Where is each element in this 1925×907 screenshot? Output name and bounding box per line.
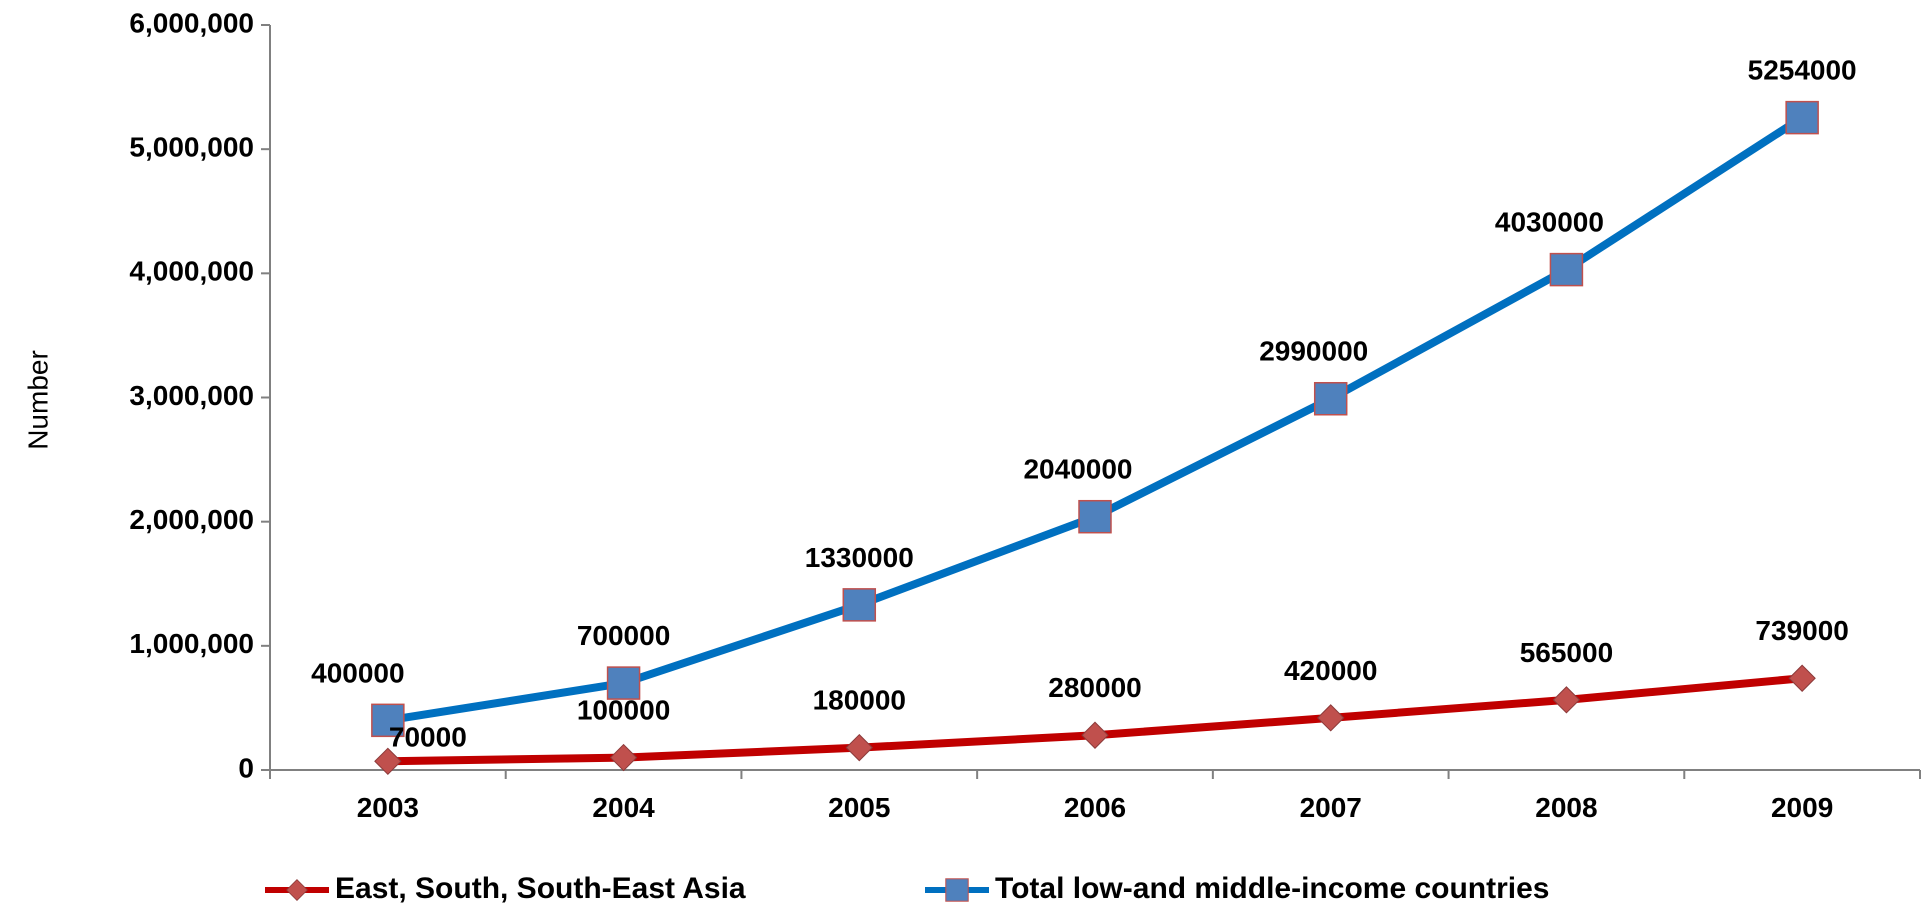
data-label: 5254000 [1748,55,1857,86]
x-tick-label: 2003 [357,792,419,823]
series-0-point [374,747,402,776]
data-label: 2990000 [1259,336,1368,367]
y-tick-label: 3,000,000 [129,380,254,411]
data-label: 2040000 [1023,454,1132,485]
series-0-point [1552,686,1581,714]
data-label: 1330000 [805,542,914,573]
data-label: 739000 [1755,615,1848,646]
data-label: 70000 [389,721,467,752]
legend-label: Total low-and middle-income countries [995,872,1550,905]
x-tick-label: 2008 [1535,792,1597,823]
y-tick-label: 0 [238,752,254,783]
series-1-point [1785,100,1819,135]
y-tick-label: 1,000,000 [129,628,254,659]
series-1-point [606,666,641,700]
data-label: 700000 [577,620,670,651]
series-0-point [1788,664,1816,692]
series-0-point [845,733,873,762]
legend: East, South, South-East Asia Total low-an… [265,872,1550,905]
y-axis-title: Number [22,350,53,450]
series-1-point [371,703,405,738]
y-tick-label: 5,000,000 [129,132,254,163]
legend-marker [945,878,969,902]
data-label: 100000 [577,695,670,726]
series-0-point [1081,721,1109,749]
x-tick-label: 2004 [592,792,655,823]
x-tick-label: 2009 [1771,792,1833,823]
y-tick-label: 6,000,000 [129,7,254,38]
data-label: 400000 [311,657,404,688]
series-1-point [1078,499,1112,534]
data-label: 4030000 [1495,207,1604,238]
legend-label: East, South, South-East Asia [335,872,746,905]
y-tick-label: 4,000,000 [129,256,254,287]
series-0-point [1317,704,1345,732]
data-label: 180000 [813,685,906,716]
series-0-point [609,743,638,772]
y-tick-label: 2,000,000 [129,504,254,535]
x-tick-label: 2006 [1064,792,1126,823]
series-1-point [1549,252,1584,287]
series-1-point [842,588,877,622]
data-label: 420000 [1284,655,1377,686]
x-tick-label: 2007 [1300,792,1362,823]
data-label: 565000 [1520,637,1613,668]
data-label: 280000 [1048,672,1141,703]
legend-marker [286,879,308,901]
series-1-point [1313,381,1348,416]
x-tick-label: 2005 [828,792,890,823]
